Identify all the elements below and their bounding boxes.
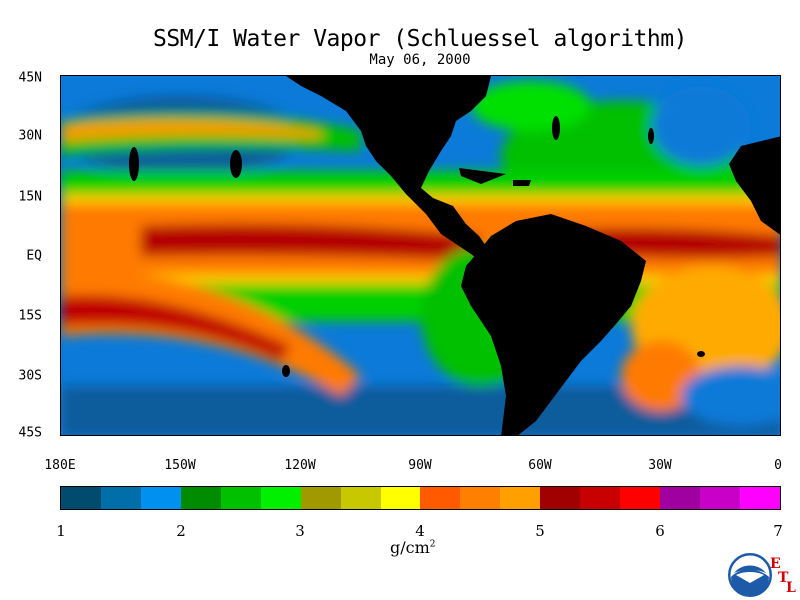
lon-label: 0 <box>774 458 782 473</box>
lat-label: 15S <box>18 308 42 324</box>
lat-label: 45N <box>18 70 42 86</box>
land-masses <box>129 76 780 435</box>
colorbar-tick-label: 5 <box>535 522 545 540</box>
vapor-field <box>61 81 780 435</box>
date-subtitle: May 06, 2000 <box>369 52 471 68</box>
colorbar-swatch <box>220 487 261 509</box>
colorbar-tick-label: 2 <box>176 522 186 540</box>
colorbar-swatch <box>660 487 700 509</box>
lon-label: 90W <box>408 458 432 473</box>
colorbar-swatch <box>340 487 381 509</box>
colorbar-swatch <box>580 487 621 509</box>
colorbar-swatch <box>420 487 461 509</box>
noaa-logo-icon <box>728 553 772 597</box>
colorbar-tick-label: 3 <box>295 522 305 540</box>
color-scale-bar <box>60 486 781 510</box>
chart-title: SSM/I Water Vapor (Schluessel algorithm) <box>153 26 687 52</box>
map-canvas <box>61 76 780 435</box>
units-label: g/cm2 <box>390 538 436 557</box>
colorbar-swatch <box>460 487 501 509</box>
colorbar-swatch <box>500 487 541 509</box>
colorbar-swatch <box>540 487 581 509</box>
colorbar-swatch <box>140 487 181 509</box>
lon-label: 120W <box>284 458 316 473</box>
colorbar-swatch <box>380 487 421 509</box>
lon-label: 150W <box>164 458 196 473</box>
colorbar-swatch <box>260 487 301 509</box>
lat-label: EQ <box>26 248 42 264</box>
colorbar-swatch <box>700 487 740 509</box>
lat-label: 15N <box>18 189 42 205</box>
colorbar-swatch <box>620 487 661 509</box>
colorbar-tick-label: 1 <box>56 522 66 540</box>
water-vapor-map <box>60 75 781 436</box>
etl-letter: T <box>778 570 789 586</box>
colorbar-tick-label: 7 <box>773 522 783 540</box>
colorbar-tick-label: 4 <box>415 522 425 540</box>
lon-label: 30W <box>648 458 672 473</box>
lon-label: 180E <box>44 458 76 473</box>
colorbar-swatch <box>100 487 141 509</box>
colorbar-swatch <box>300 487 341 509</box>
etl-letter: E <box>770 556 781 572</box>
etl-letter: L <box>786 580 796 596</box>
colorbar-swatch <box>739 487 780 509</box>
lon-label: 60W <box>528 458 552 473</box>
lat-label: 45S <box>18 425 42 441</box>
lat-label: 30N <box>18 128 42 144</box>
colorbar-swatch <box>61 487 101 509</box>
colorbar-tick-label: 6 <box>655 522 665 540</box>
lat-label: 30S <box>18 368 42 384</box>
colorbar-swatch <box>180 487 221 509</box>
